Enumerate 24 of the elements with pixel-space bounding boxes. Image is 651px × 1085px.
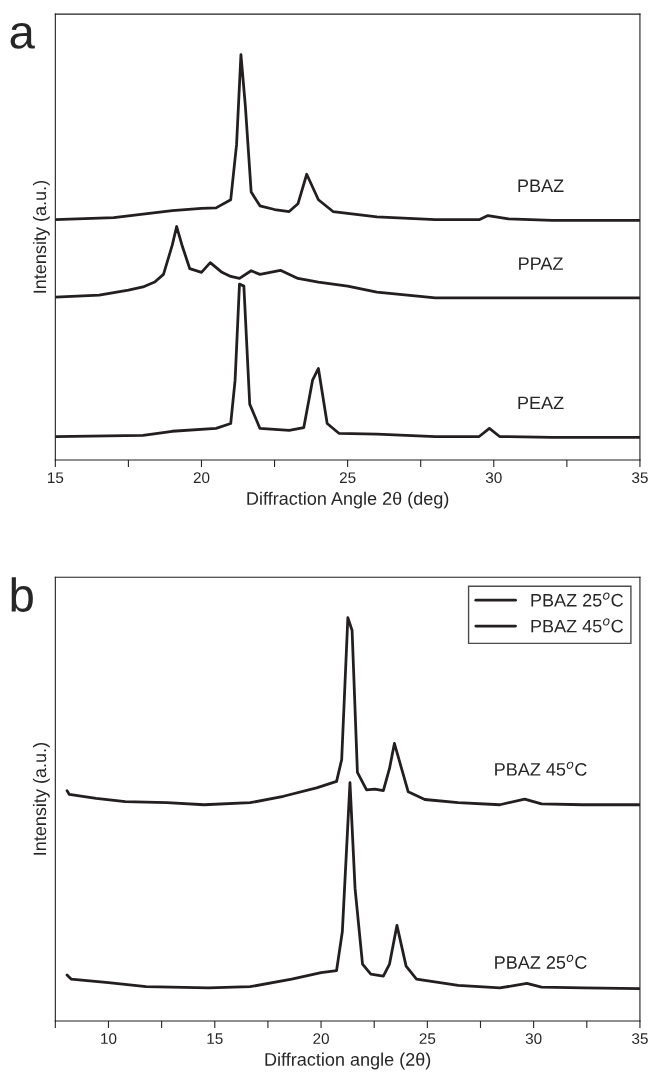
x-tick-label: 20	[313, 1033, 329, 1045]
x-tick-label: 15	[207, 1033, 223, 1045]
x-tick-label: 15	[48, 472, 64, 484]
x-tick-label: 10	[101, 1033, 117, 1045]
x-axis-title: Diffraction Angle 2θ (deg)	[247, 491, 449, 509]
x-tick-label: 25	[419, 1033, 436, 1045]
x-tick-label: 35	[632, 1033, 648, 1045]
text: b	[11, 577, 33, 612]
text: PBAZ 45$^{o}$C	[495, 761, 587, 776]
y-axis-title: Intensity (a.u.)	[32, 180, 50, 293]
series-label: PBAZ	[518, 179, 564, 192]
x-tick-label: 25	[339, 472, 356, 484]
x-tick-label: 35	[632, 472, 648, 484]
x-tick-label: 30	[525, 1033, 542, 1045]
text: PBAZ 25$^{o}$C	[495, 954, 587, 969]
series-label: PEAZ	[518, 396, 564, 410]
x-tick-label: 30	[485, 472, 502, 484]
legend-label: PBAZ 25$^{o}$C	[531, 592, 623, 607]
x-axis-title: Diffraction angle (2θ)	[265, 1052, 431, 1070]
text: a	[10, 22, 35, 49]
series-label: PPAZ	[519, 257, 563, 270]
x-tick-label: 20	[193, 472, 210, 484]
y-axis-title: Intensity (a.u.)	[32, 743, 50, 855]
legend-label: PBAZ 45$^{o}$C	[531, 618, 623, 633]
